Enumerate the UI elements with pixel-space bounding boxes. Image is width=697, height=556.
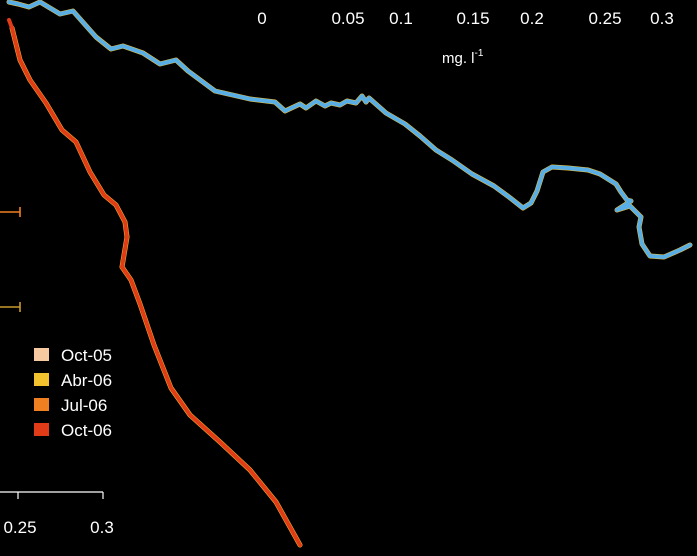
series-group [6,0,693,548]
top-tick-label: 0 [257,9,266,28]
legend-swatch-oct-05 [34,348,49,361]
legend-swatch-oct-06 [34,423,49,436]
top-tick-label: 0.05 [331,9,364,28]
legend-label-oct-05: Oct-05 [61,346,112,365]
bottom-axis: 0.25 0.3 [0,491,114,537]
series-line [7,0,692,259]
top-tick-label: 0.1 [389,9,413,28]
top-tick-label: 0.25 [588,9,621,28]
legend-label-oct-06: Oct-06 [61,421,112,440]
bottom-tick-label: 0.25 [3,518,36,537]
unit-exponent: -1 [475,48,484,59]
legend-label-jul-06: Jul-06 [61,396,107,415]
unit-base: mg. l [442,50,475,67]
top-tick-label: 0.3 [650,9,674,28]
legend: Oct-05 Abr-06 Jul-06 Oct-06 [34,346,112,440]
legend-swatch-jul-06 [34,398,49,411]
legend-swatch-abr-06 [34,373,49,386]
left-markers [0,207,21,312]
series-line [7,18,302,547]
marker-bar [0,302,21,312]
top-tick-label: 0.2 [520,9,544,28]
top-tick-label: 0.15 [456,9,489,28]
legend-label-abr-06: Abr-06 [61,371,112,390]
top-axis-unit: mg. l-1 [442,48,484,67]
bottom-tick-label: 0.3 [90,518,114,537]
marker-bar [0,207,21,217]
top-axis: 0 0.05 0.1 0.15 0.2 0.25 0.3 [257,9,674,28]
